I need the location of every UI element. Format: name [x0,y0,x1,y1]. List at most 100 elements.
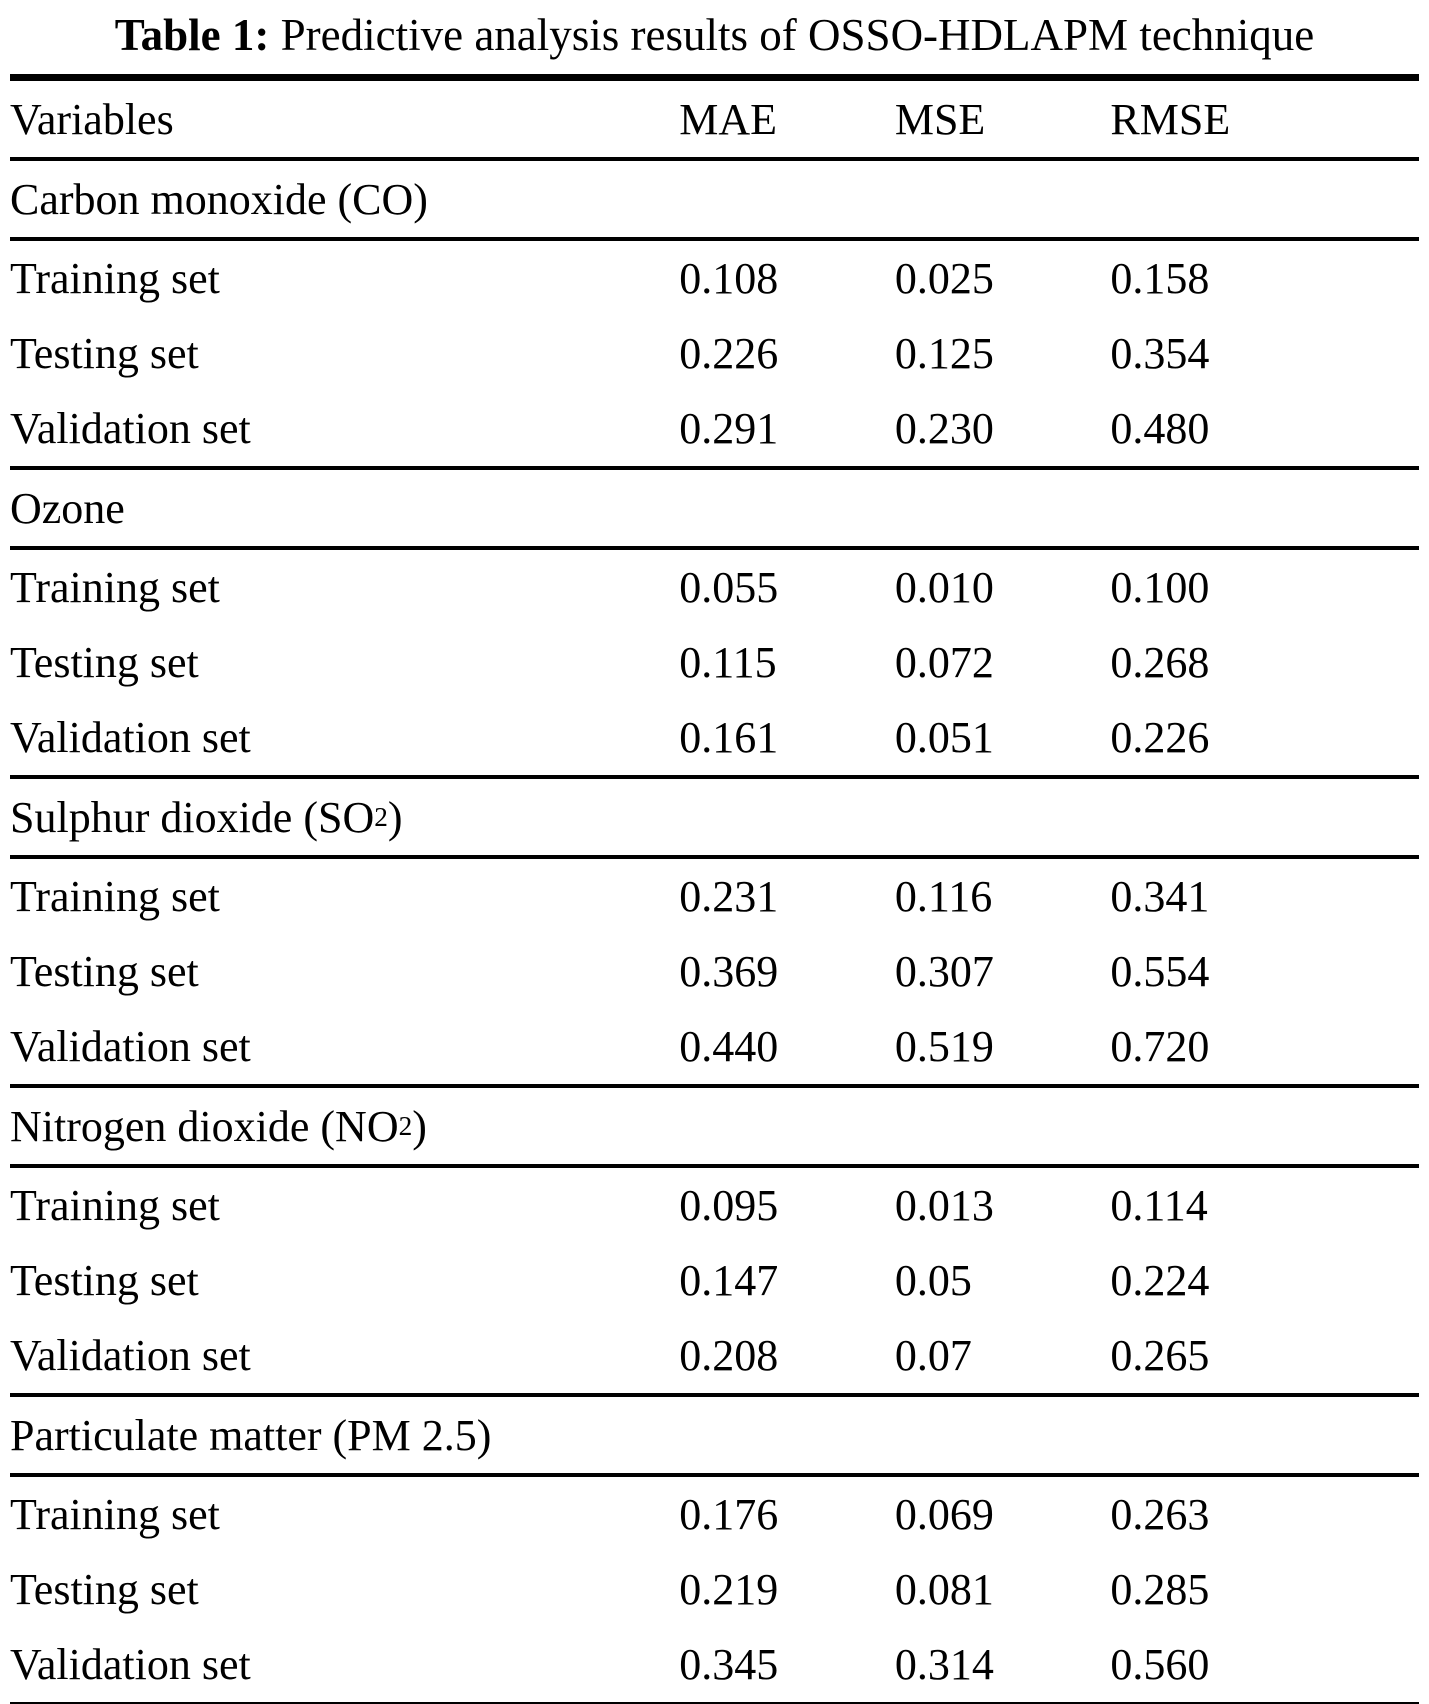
row-label: Training set [10,1490,220,1539]
section-title-suffix: ) [412,1101,427,1151]
table-rule [10,1164,1419,1168]
row-label: Validation set [10,713,251,762]
rmse-value: 0.226 [1110,713,1210,762]
table-row: Validation set 0.161 0.051 0.226 [10,700,1419,775]
rmse-value: 0.263 [1110,1490,1210,1539]
mae-value: 0.440 [679,1022,779,1071]
column-header-mae: MAE [679,94,778,144]
row-label: Training set [10,1181,220,1230]
rmse-value: 0.341 [1110,872,1210,921]
mse-value: 0.125 [894,329,994,378]
table-rule [10,775,1419,779]
table-row: Training set 0.231 0.116 0.341 [10,859,1419,934]
row-label: Validation set [10,1022,251,1071]
mae-value: 0.161 [679,713,779,762]
rmse-value: 0.265 [1110,1331,1210,1380]
section-title-text: Carbon monoxide (CO) [10,174,428,224]
column-header-variables: Variables [10,94,174,144]
table-caption-label: Table 1: [114,10,270,60]
mse-value: 0.230 [894,404,994,453]
mae-value: 0.345 [679,1640,779,1689]
row-label: Validation set [10,1331,251,1380]
mse-value: 0.07 [894,1331,972,1380]
mse-value: 0.051 [894,713,994,762]
row-label: Testing set [10,947,199,996]
table-row: Training set 0.055 0.010 0.100 [10,550,1419,625]
table-caption: Table 1: Predictive analysis results of … [10,4,1419,74]
table-row: Training set 0.095 0.013 0.114 [10,1168,1419,1243]
mae-value: 0.108 [679,254,779,303]
rmse-value: 0.158 [1110,254,1210,303]
table-rule [10,1393,1419,1397]
table-row: Testing set 0.226 0.125 0.354 [10,316,1419,391]
mse-value: 0.116 [894,872,993,921]
table-rule [10,466,1419,470]
rmse-value: 0.720 [1110,1022,1210,1071]
section-title-nitrogen-dioxide: Nitrogen dioxide (NO 2) [10,1101,427,1151]
section-title-ozone: Ozone [10,470,1419,546]
table-rule [10,855,1419,859]
mae-value: 0.208 [679,1331,779,1380]
mse-value: 0.025 [894,254,994,303]
mae-value: 0.219 [679,1565,779,1614]
table-row: Validation set 0.440 0.519 0.720 [10,1009,1419,1084]
mae-value: 0.147 [679,1256,779,1305]
table-rule [10,237,1419,241]
table-row: Training set 0.108 0.025 0.158 [10,241,1419,316]
column-header-rmse: RMSE [1110,94,1231,144]
table-bottom-rule [10,1702,1419,1704]
mse-value: 0.010 [894,563,994,612]
row-label: Training set [10,872,220,921]
table-row: Validation set 0.345 0.314 0.560 [10,1627,1419,1702]
row-label: Testing set [10,638,199,687]
table-row: Testing set 0.219 0.081 0.285 [10,1552,1419,1627]
mse-value: 0.519 [894,1022,994,1071]
table-top-rule [10,74,1419,81]
table-caption-text: Predictive analysis results of OSSO-HDLA… [280,10,1315,60]
table-row: Validation set 0.291 0.230 0.480 [10,391,1419,466]
table-row: Validation set 0.208 0.07 0.265 [10,1318,1419,1393]
row-label: Training set [10,254,220,303]
section-title-carbon-monoxide: Carbon monoxide (CO) [10,161,1419,237]
mse-value: 0.314 [894,1640,994,1689]
table-rule [10,546,1419,550]
section-title-particulate-matter: Particulate matter (PM 2.5) [10,1397,1419,1473]
mae-value: 0.176 [679,1490,779,1539]
rmse-value: 0.554 [1110,947,1210,996]
rmse-value: 0.114 [1110,1181,1208,1230]
mse-value: 0.081 [894,1565,994,1614]
section-title-sulphur-dioxide: Sulphur dioxide (SO 2) [10,792,403,842]
table-rule [10,1473,1419,1477]
section-title-text: Nitrogen dioxide (NO [10,1101,399,1151]
column-header-mse: MSE [894,94,986,144]
rmse-value: 0.354 [1110,329,1210,378]
mse-value: 0.05 [894,1256,972,1305]
rmse-value: 0.268 [1110,638,1210,687]
table-row: Training set 0.176 0.069 0.263 [10,1477,1419,1552]
mse-value: 0.069 [894,1490,994,1539]
mae-value: 0.115 [679,638,777,687]
mae-value: 0.055 [679,563,779,612]
row-label: Validation set [10,1640,251,1689]
mse-value: 0.072 [894,638,994,687]
row-label: Testing set [10,1565,199,1614]
section-title-text: Ozone [10,483,125,533]
rmse-value: 0.480 [1110,404,1210,453]
row-label: Training set [10,563,220,612]
row-label: Validation set [10,404,251,453]
table-rule [10,1084,1419,1088]
row-label: Testing set [10,1256,199,1305]
mae-value: 0.369 [679,947,779,996]
section-title-suffix: ) [387,792,403,842]
rmse-value: 0.224 [1110,1256,1210,1305]
mae-value: 0.095 [679,1181,779,1230]
mae-value: 0.291 [679,404,779,453]
section-title-text: Sulphur dioxide (SO [10,792,375,842]
table-rule [10,157,1419,161]
table-row: Testing set 0.369 0.307 0.554 [10,934,1419,1009]
mse-value: 0.307 [894,947,994,996]
row-label: Testing set [10,329,199,378]
rmse-value: 0.285 [1110,1565,1210,1614]
mse-value: 0.013 [894,1181,994,1230]
